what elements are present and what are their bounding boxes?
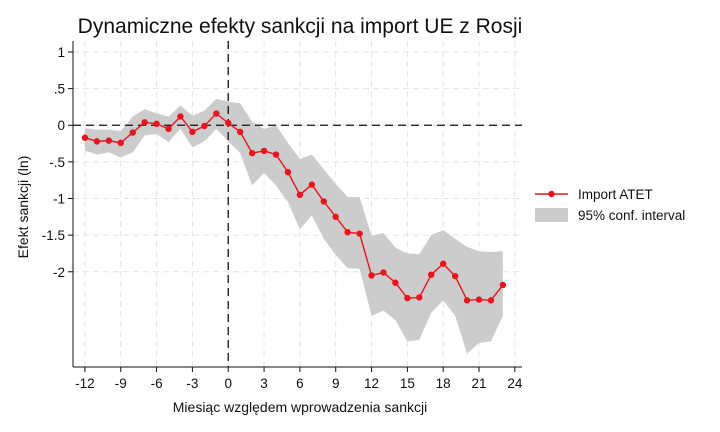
x-tick-label: 0	[224, 376, 232, 391]
data-point	[153, 120, 160, 127]
y-tick-label: -2	[53, 265, 65, 280]
data-point	[428, 271, 435, 278]
data-point	[475, 296, 483, 303]
x-tick-label: -12	[75, 376, 95, 391]
x-tick-label: 9	[332, 376, 340, 391]
ci-band	[84, 98, 503, 354]
data-point	[344, 229, 351, 236]
y-tick-label: 0	[57, 118, 65, 133]
legend-marker-swatch	[548, 190, 555, 198]
data-point	[213, 110, 220, 117]
data-point	[368, 272, 375, 279]
data-point	[165, 125, 172, 133]
data-point	[320, 198, 327, 205]
data-point	[380, 269, 387, 276]
data-point	[189, 128, 196, 136]
x-tick-label: 18	[436, 376, 451, 391]
data-point	[248, 149, 256, 157]
y-tick-label: -1.5	[42, 228, 65, 243]
data-point	[487, 297, 495, 304]
data-point	[236, 128, 244, 136]
x-tick-label: -6	[151, 376, 163, 391]
data-point	[308, 181, 316, 188]
y-tick-label: .5	[54, 82, 65, 97]
data-point	[81, 134, 89, 141]
data-point	[332, 213, 339, 221]
data-point	[260, 147, 268, 155]
legend-label-ci: 95% conf. interval	[578, 208, 685, 223]
legend: Import ATET 95% conf. interval	[535, 187, 685, 223]
y-tick-label: -1	[53, 192, 65, 207]
data-point	[404, 294, 411, 302]
data-point	[439, 260, 447, 267]
data-point	[451, 272, 459, 280]
data-point	[105, 137, 113, 144]
x-tick-label: 12	[364, 376, 379, 391]
data-point	[272, 151, 280, 158]
legend-label-atet: Import ATET	[578, 187, 653, 202]
x-tick-label: -3	[186, 376, 198, 391]
y-axis-label: Efekt sankcji (ln)	[15, 156, 31, 259]
data-point	[225, 119, 232, 127]
data-point	[416, 294, 423, 301]
y-tick-label: -.5	[49, 155, 65, 170]
chart-title: Dynamiczne efekty sankcji na import UE z…	[78, 15, 523, 38]
data-point	[392, 279, 399, 286]
data-point	[117, 139, 124, 147]
data-point	[463, 297, 471, 304]
series-layer	[81, 110, 507, 304]
data-point	[141, 119, 148, 126]
x-axis-label: Miesiąc względem wprowadzenia sankcji	[173, 399, 427, 415]
data-point	[177, 113, 184, 120]
data-point	[93, 138, 101, 145]
x-tick-label: 15	[400, 376, 415, 391]
confidence-band	[84, 98, 503, 354]
data-point	[499, 281, 507, 289]
reference-lines	[73, 41, 522, 367]
data-point	[284, 168, 292, 176]
legend-band-swatch	[535, 208, 568, 222]
x-tick-label: 6	[296, 376, 304, 391]
x-tick-label: -9	[115, 376, 127, 391]
data-point	[296, 191, 304, 199]
x-tick-label: 21	[471, 376, 486, 391]
axes: 1 .5 0 -.5 -1 -1.5 -2 -12 -9 -6 -3 0 3 6 9 12 15 18 21 24	[42, 41, 523, 391]
data-point	[201, 122, 208, 130]
data-point	[129, 129, 136, 136]
y-tick-label: 1	[57, 45, 65, 60]
x-tick-label: 24	[507, 376, 523, 391]
x-tick-label: 3	[260, 376, 268, 391]
data-point	[356, 230, 363, 237]
